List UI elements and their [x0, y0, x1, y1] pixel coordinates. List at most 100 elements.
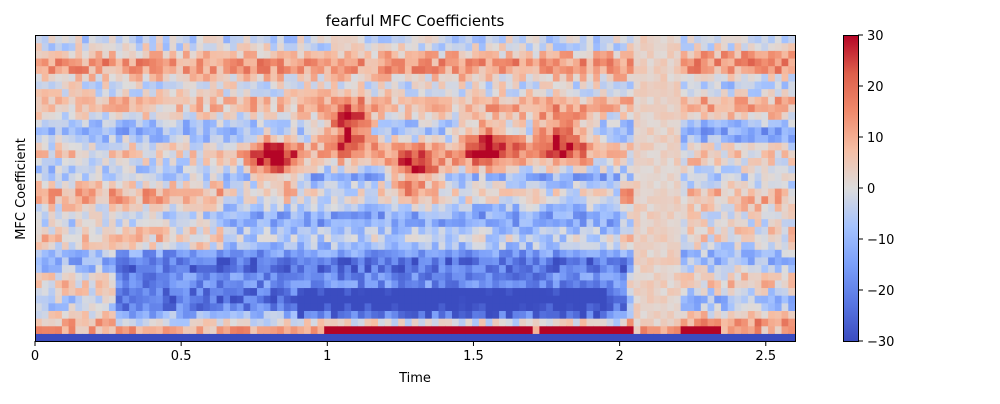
heatmap-cell — [633, 157, 641, 166]
heatmap-cell — [169, 256, 177, 266]
heatmap-cell — [378, 249, 386, 258]
heatmap-cell — [741, 195, 749, 204]
heatmap-cell — [566, 279, 574, 289]
heatmap-cell — [546, 325, 554, 334]
heatmap-cell — [35, 203, 43, 212]
heatmap-cell — [236, 157, 245, 166]
heatmap-cell — [156, 256, 164, 266]
heatmap-cell — [687, 80, 695, 90]
heatmap-cell — [277, 111, 285, 120]
heatmap-cell — [640, 96, 648, 105]
heatmap-cell — [781, 272, 789, 281]
heatmap-cell — [714, 126, 722, 136]
heatmap-cell — [108, 165, 117, 174]
heatmap-cell — [75, 279, 83, 289]
heatmap-cell — [485, 149, 493, 158]
heatmap-cell — [626, 88, 635, 97]
heatmap-cell — [761, 241, 769, 250]
heatmap-cell — [162, 310, 171, 319]
heatmap-cell — [176, 165, 184, 174]
heatmap-cell — [243, 302, 251, 311]
heatmap-cell — [707, 318, 715, 327]
heatmap-cell — [55, 295, 63, 304]
heatmap-cell — [283, 203, 292, 212]
heatmap-cell — [196, 325, 204, 334]
heatmap-cell — [122, 57, 130, 67]
heatmap-cell — [68, 103, 76, 113]
heatmap-cell — [667, 103, 675, 113]
heatmap-cell — [438, 180, 446, 189]
heatmap-cell — [263, 249, 271, 258]
heatmap-cell — [761, 188, 769, 197]
heatmap-cell — [492, 226, 500, 235]
heatmap-cell — [55, 50, 63, 59]
heatmap-cell — [465, 88, 473, 97]
heatmap-cell — [714, 272, 722, 281]
heatmap-cell — [304, 134, 312, 143]
heatmap-cell — [404, 126, 413, 136]
heatmap-cell — [472, 142, 480, 151]
heatmap-cell — [707, 226, 715, 235]
heatmap-cell — [122, 35, 130, 44]
heatmap-cell — [566, 42, 574, 51]
heatmap-cell — [694, 318, 702, 327]
heatmap-cell — [512, 180, 520, 189]
heatmap-cell — [135, 149, 144, 158]
heatmap-cell — [660, 42, 668, 51]
heatmap-cell — [115, 241, 124, 250]
heatmap-cell — [129, 111, 137, 120]
heatmap-cell — [310, 35, 319, 44]
heatmap-cell — [694, 188, 702, 197]
heatmap-cell — [41, 264, 50, 273]
heatmap-cell — [546, 241, 554, 250]
heatmap-cell — [364, 57, 372, 67]
heatmap-cell — [458, 134, 467, 143]
heatmap-cell — [162, 119, 171, 128]
heatmap-cell — [593, 103, 601, 113]
heatmap-cell — [75, 134, 83, 143]
heatmap-cell — [156, 42, 164, 51]
heatmap-cell — [721, 210, 729, 220]
heatmap-cell — [142, 310, 150, 319]
heatmap-cell — [270, 188, 278, 197]
heatmap-cell — [283, 149, 292, 158]
heatmap-cell — [579, 65, 588, 74]
heatmap-cell — [613, 65, 621, 74]
heatmap-cell — [189, 50, 198, 59]
heatmap-cell — [182, 218, 191, 227]
heatmap-cell — [539, 249, 547, 258]
heatmap-cell — [236, 264, 245, 273]
heatmap-cell — [546, 188, 554, 197]
heatmap-cell — [135, 203, 144, 212]
heatmap-cell — [75, 333, 83, 342]
heatmap-cell — [768, 88, 776, 97]
heatmap-cell — [573, 279, 581, 289]
heatmap-cell — [707, 264, 715, 273]
heatmap-cell — [761, 73, 769, 82]
heatmap-cell — [512, 233, 520, 243]
heatmap-cell — [599, 318, 608, 327]
heatmap-cell — [485, 111, 493, 120]
heatmap-cell — [378, 241, 386, 250]
heatmap-cell — [761, 134, 769, 143]
heatmap-cell — [384, 295, 393, 304]
heatmap-cell — [774, 188, 783, 197]
heatmap-cell — [680, 35, 688, 44]
heatmap-cell — [519, 126, 527, 136]
heatmap-cell — [774, 111, 783, 120]
heatmap-cell — [734, 318, 742, 327]
heatmap-cell — [115, 233, 124, 243]
heatmap-cell — [142, 80, 150, 90]
heatmap-cell — [122, 126, 130, 136]
heatmap-cell — [182, 142, 191, 151]
heatmap-cell — [68, 233, 76, 243]
heatmap-cell — [304, 80, 312, 90]
heatmap-cell — [754, 103, 762, 113]
heatmap-cell — [162, 287, 171, 296]
heatmap-cell — [425, 157, 433, 166]
heatmap-cell — [344, 80, 352, 90]
heatmap-cell — [203, 241, 211, 250]
heatmap-cell — [613, 226, 621, 235]
heatmap-cell — [687, 134, 695, 143]
heatmap-cell — [115, 157, 124, 166]
